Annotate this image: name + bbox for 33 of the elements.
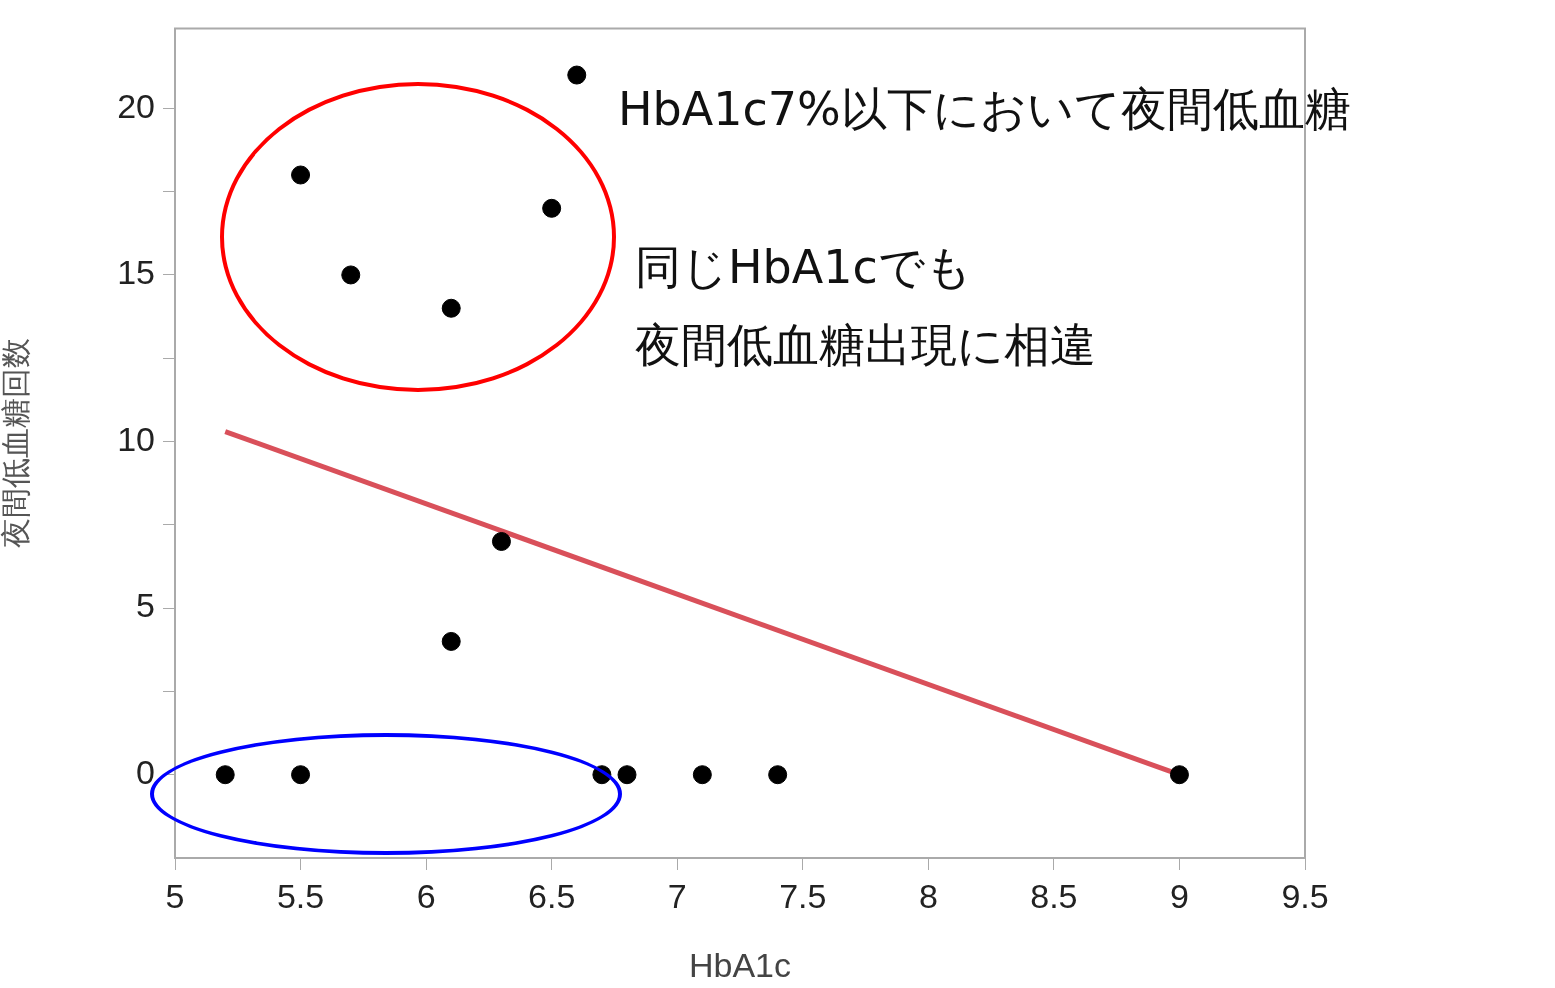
point: [341, 265, 361, 285]
x-tick-label: 8: [918, 876, 938, 915]
point: [291, 765, 311, 785]
point: [768, 765, 788, 785]
x-tick-label: 7: [667, 876, 687, 915]
x-tick-label: 9.5: [1281, 876, 1329, 915]
annotation: 同じHbA1cでも: [635, 239, 972, 296]
y-tick-label: 0: [136, 753, 155, 792]
point: [215, 765, 235, 785]
y-tick-label: 5: [136, 586, 155, 625]
x-tick-label: 7.5: [779, 876, 827, 915]
x-tick-label: 6.5: [528, 876, 576, 915]
point: [542, 198, 562, 218]
annotation: HbA1c7%以下において夜間低血糖: [618, 81, 1351, 138]
y-tick-label: 15: [117, 253, 155, 292]
point: [441, 631, 461, 651]
x-tick-label: 5.5: [276, 876, 325, 915]
point: [491, 531, 511, 551]
x-tick-label: 6: [416, 876, 436, 915]
point: [692, 765, 712, 785]
x-tick-label: 8.5: [1030, 876, 1078, 915]
point: [567, 65, 587, 85]
y-tick-label: 10: [117, 419, 155, 458]
x-axis-title: HbA1c: [688, 945, 792, 984]
x-tick-label: 9: [1169, 876, 1189, 915]
y-axis-title: 夜間低血糖回数: [0, 338, 33, 549]
point: [617, 765, 637, 785]
point: [291, 165, 311, 185]
y-tick-label: 20: [117, 86, 155, 125]
annotation: 夜間低血糖出現に相違: [635, 317, 1096, 374]
point: [1169, 765, 1189, 785]
point: [441, 298, 461, 318]
x-tick-label: 5: [165, 876, 185, 915]
